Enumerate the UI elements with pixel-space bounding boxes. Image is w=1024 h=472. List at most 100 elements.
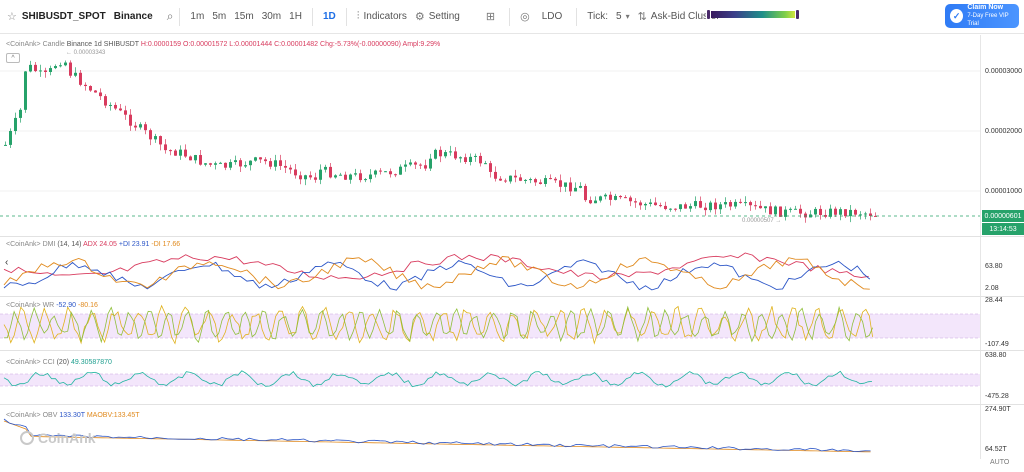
- ask-bid-cluster-button[interactable]: ⇅ Ask-Bid Cluster: [638, 10, 720, 23]
- candle-body: [34, 64, 37, 72]
- auto-scale-button[interactable]: AUTO: [990, 459, 1010, 466]
- layout-grid-icon[interactable]: ⊞: [485, 11, 496, 23]
- candle-body: [149, 130, 152, 140]
- cci-prefix: <CoinAnk> CCI: [6, 359, 55, 366]
- candle-body: [759, 205, 762, 209]
- candle-body: [864, 213, 867, 215]
- candle-body: [64, 62, 67, 66]
- candle-body: [834, 208, 837, 215]
- pane-divider[interactable]: [0, 404, 1024, 405]
- candle-body: [244, 165, 247, 167]
- candle-body: [184, 149, 187, 157]
- obv-line: [3, 418, 871, 453]
- tick-select[interactable]: 5 ▾: [616, 11, 630, 22]
- candle-body: [139, 124, 142, 128]
- pane-divider[interactable]: [0, 350, 1024, 351]
- candle-body: [854, 209, 857, 215]
- candle-body: [564, 182, 567, 187]
- candle-body: [389, 171, 392, 175]
- candle-body: [19, 109, 22, 118]
- candle-body: [169, 150, 172, 152]
- candle-body: [79, 72, 82, 85]
- price-axis[interactable]: [980, 35, 1024, 459]
- candle-body: [554, 178, 557, 181]
- candle-body: [194, 155, 197, 161]
- search-icon[interactable]: ⌕: [166, 9, 174, 23]
- candle-body: [264, 159, 267, 162]
- candle-body: [384, 171, 387, 173]
- candle-body: [559, 180, 562, 187]
- candle-body: [239, 160, 242, 167]
- collapse-legend-button[interactable]: ^: [6, 53, 20, 63]
- star-icon[interactable]: ☆: [7, 11, 17, 23]
- candle-body: [234, 160, 237, 163]
- chart-area[interactable]: [0, 35, 980, 459]
- candle-body: [134, 125, 137, 128]
- exchange-name: Binance: [113, 11, 153, 22]
- candle-body: [24, 71, 27, 110]
- candle-body: [794, 208, 797, 210]
- legend-change: Chg:-5.73%(-0.00000090): [320, 41, 401, 48]
- shield-icon: ✓: [950, 9, 964, 23]
- obv-legend: <CoinAnk> OBV 133.30T MAOBV:133.45T: [6, 412, 140, 419]
- dmi-legend: <CoinAnk> DMI (14, 14) ADX 24.05 +DI 23.…: [6, 241, 180, 248]
- candle-body: [709, 202, 712, 211]
- heatmap-color-slider[interactable]: [707, 11, 799, 18]
- candle-body: [844, 209, 847, 217]
- timeframe-15m[interactable]: 15m: [234, 11, 254, 22]
- pane-divider[interactable]: [0, 236, 1024, 237]
- candle-body: [469, 156, 472, 163]
- cci-y-bottom: -475.28: [985, 393, 1009, 400]
- dmi-mdi: -DI 17.66: [151, 241, 181, 248]
- setting-button[interactable]: ⚙ Setting: [415, 10, 460, 23]
- candle-body: [354, 173, 357, 175]
- timeframe-5m[interactable]: 5m: [212, 11, 227, 22]
- candle-body: [484, 163, 487, 165]
- dmi-pdi: +DI 23.91: [118, 241, 150, 248]
- candle-body: [119, 108, 122, 111]
- symbol-name[interactable]: SHIBUSDT_SPOT: [21, 11, 106, 22]
- candle-body: [674, 208, 677, 210]
- claim-subtitle: 7-Day Free VIP Trial: [967, 13, 1009, 27]
- candle-body: [479, 155, 482, 164]
- candle-body: [754, 205, 757, 207]
- candle-body: [49, 68, 52, 73]
- candle-body: [159, 136, 162, 145]
- candle-body: [649, 202, 652, 204]
- slider-handle-right[interactable]: [795, 9, 800, 20]
- candle-body: [534, 179, 537, 183]
- legend-title: Binance 1d SHIBUSDT: [66, 41, 139, 48]
- candle-body: [684, 204, 687, 209]
- candle-body: [104, 96, 107, 106]
- eye-icon[interactable]: ◎: [520, 11, 530, 23]
- legend-amplitude: Ampl:9.29%: [402, 41, 441, 48]
- wr-line-2: [3, 305, 873, 344]
- timeframe-1d[interactable]: 1D: [322, 11, 336, 22]
- ldo-button[interactable]: LDO: [541, 11, 563, 22]
- adx-line: [3, 252, 869, 280]
- cci-band: [0, 374, 980, 386]
- candle-body: [719, 204, 722, 210]
- timeframe-30m[interactable]: 30m: [261, 11, 282, 22]
- wr-value-1: -52.90: [56, 302, 77, 309]
- candle-body: [589, 200, 592, 204]
- timeframe-1m[interactable]: 1m: [190, 11, 205, 22]
- maobv-value: MAOBV:133.45T: [86, 412, 140, 419]
- candle-body: [189, 156, 192, 161]
- claim-vip-button[interactable]: ✓ Claim Now 7-Day Free VIP Trial: [945, 4, 1019, 28]
- candlestick-series: [4, 60, 877, 223]
- indicators-button[interactable]: ⫶ Indicators: [357, 10, 407, 23]
- candle-body: [279, 160, 282, 166]
- candle-body: [424, 165, 427, 169]
- candle-body: [29, 64, 32, 72]
- arrow-left-icon[interactable]: ‹: [5, 257, 9, 268]
- legend-high: H:0.0000159: [140, 41, 182, 48]
- wr-y-bottom: -107.49: [985, 341, 1009, 348]
- slider-handle-left[interactable]: [706, 9, 711, 20]
- legend-open: O:0.00001572: [182, 41, 228, 48]
- candle-body: [94, 90, 97, 93]
- pane-divider[interactable]: [0, 296, 1024, 297]
- countdown-tag: 13:14:53: [982, 223, 1024, 235]
- chart-canvas[interactable]: [0, 35, 980, 459]
- timeframe-1h[interactable]: 1H: [289, 11, 302, 22]
